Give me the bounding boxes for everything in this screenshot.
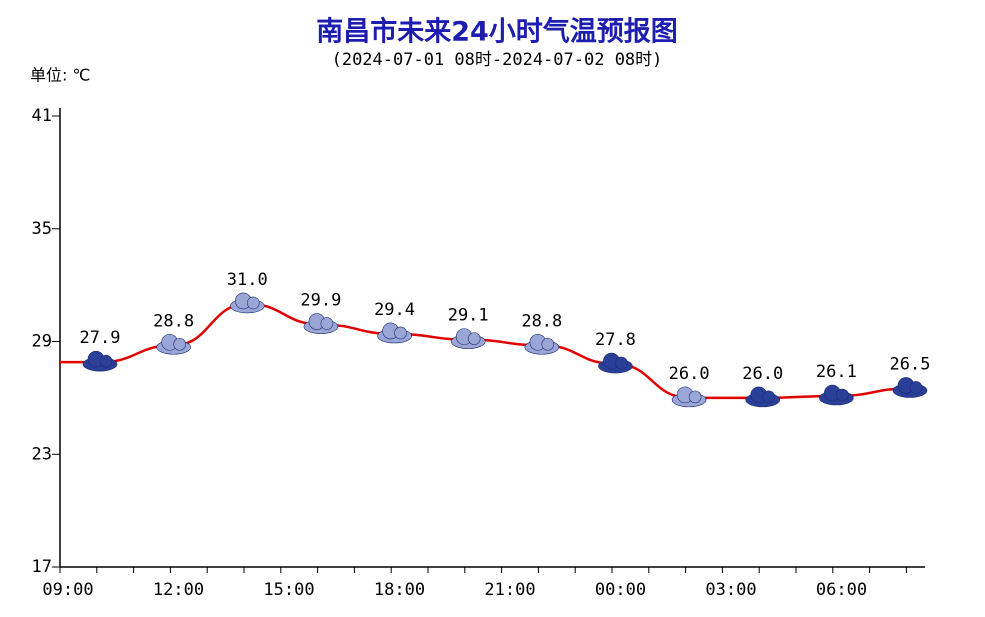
data-label: 29.9 (300, 291, 341, 311)
cloud-part (909, 381, 923, 394)
data-label: 26.5 (890, 354, 931, 374)
y-tick-label: 35 (32, 219, 52, 239)
cloud-part (541, 337, 555, 351)
x-tick-label: 09:00 (42, 580, 93, 600)
weather-icon (671, 386, 707, 408)
cloud-part (99, 354, 113, 368)
data-label: 28.8 (153, 311, 194, 331)
cloud-part (836, 388, 849, 402)
x-tick-label: 12:00 (153, 580, 204, 600)
data-label: 28.8 (521, 311, 562, 331)
chart-subtitle: (2024-07-01 08时-2024-07-02 08时) (332, 50, 663, 70)
weather-icon (82, 350, 118, 372)
cloud-part (246, 296, 260, 310)
x-tick-label: 18:00 (374, 580, 425, 600)
weather-icon (892, 377, 928, 398)
weather-icon (524, 333, 560, 355)
data-label: 26.0 (742, 364, 783, 384)
data-label: 26.0 (669, 364, 710, 384)
data-label: 31.0 (227, 270, 268, 290)
y-tick-label: 29 (32, 332, 52, 352)
y-tick-label: 23 (32, 444, 52, 464)
cloud-part (320, 317, 334, 330)
weather-icon (745, 386, 781, 408)
y-axis-label: 单位: ℃ (30, 66, 90, 85)
data-label: 29.1 (448, 306, 489, 326)
weather-icon (819, 384, 854, 406)
temperature-line (99, 302, 911, 400)
weather-icon (598, 352, 633, 374)
cloud-part (467, 332, 481, 345)
data-label: 26.1 (816, 362, 857, 382)
data-label: 29.4 (374, 300, 415, 320)
x-tick-label: 03:00 (705, 580, 756, 600)
cloud-part (688, 390, 702, 404)
weather-icon (450, 328, 486, 349)
weather-icon (229, 292, 265, 314)
data-label: 27.8 (595, 330, 636, 350)
weather-icon (303, 313, 339, 334)
y-tick-label: 41 (32, 106, 52, 126)
cloud-part (615, 356, 628, 370)
x-tick-label: 06:00 (816, 580, 867, 600)
data-label: 27.9 (80, 328, 121, 348)
x-tick-label: 21:00 (484, 580, 535, 600)
cloud-part (762, 390, 776, 404)
x-tick-label: 00:00 (595, 580, 646, 600)
weather-icon (156, 333, 191, 355)
y-tick-label: 17 (32, 557, 52, 577)
x-tick-label: 15:00 (263, 580, 314, 600)
chart-title: 南昌市未来24小时气温预报图 (316, 16, 678, 48)
weather-icon (377, 322, 412, 344)
cloud-part (173, 337, 186, 351)
cloud-part (394, 326, 407, 340)
